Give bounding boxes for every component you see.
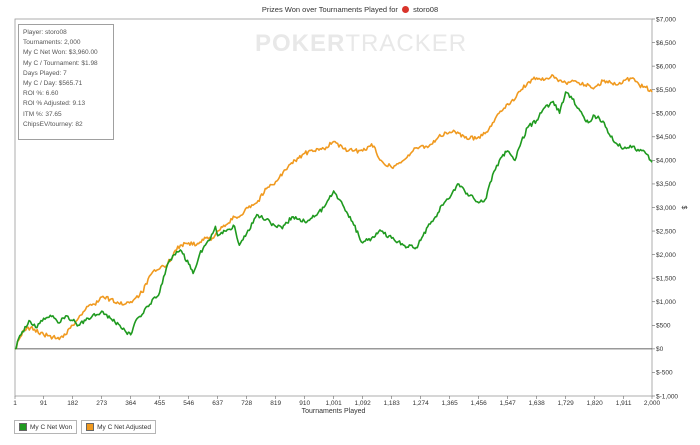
y-axis-title: $: [680, 206, 687, 210]
legend-swatch: [19, 423, 27, 431]
legend-item[interactable]: My C Net Won: [14, 420, 78, 434]
x-tick-label: 1,001: [326, 400, 343, 407]
stat-line: ROI % Adjusted: 9.13: [23, 100, 86, 108]
x-axis-title: Tournaments Played: [302, 408, 366, 415]
chart-title: Prizes Won over Tournaments Played for s…: [0, 5, 700, 14]
title-player: storo08: [413, 5, 439, 14]
x-tick-label: 2,000: [644, 400, 661, 407]
y-tick-label: $0: [656, 346, 664, 353]
x-tick-label: 182: [67, 400, 78, 407]
legend-label: My C Net Won: [30, 423, 73, 431]
y-tick-label: $5,500: [656, 87, 676, 94]
x-tick-label: 1,183: [384, 400, 401, 407]
stat-line: My C Net Won: $3,960.00: [23, 49, 98, 57]
stat-line: Days Played: 7: [23, 69, 67, 77]
y-tick-label: $6,500: [656, 40, 676, 47]
legend-swatch: [86, 423, 95, 431]
legend: My C Net Won My C Net Adjusted: [14, 420, 156, 434]
x-tick-label: 546: [183, 400, 194, 407]
x-tick-label: 1,274: [413, 400, 430, 407]
x-tick-label: 910: [299, 400, 310, 407]
x-tick-label: 1,092: [355, 400, 372, 407]
x-tick-label: 637: [212, 400, 223, 407]
y-tick-label: $1,500: [656, 275, 676, 282]
stats-box: Player: storo08 Tournaments: 2,000 My C Ne…: [18, 24, 114, 140]
y-tick-label: $6,000: [656, 63, 676, 70]
y-tick-label: $2,500: [656, 228, 676, 235]
y-tick-label: $-1,000: [656, 393, 678, 400]
legend-item[interactable]: My C Net Adjusted: [81, 420, 156, 434]
watermark-logo: POKERTRACKER: [255, 30, 467, 58]
x-tick-label: 364: [125, 400, 136, 407]
x-tick-label: 1: [13, 400, 17, 407]
y-tick-label: $3,500: [656, 181, 676, 188]
x-tick-label: 1,729: [558, 400, 575, 407]
series-line: [14, 91, 653, 350]
x-tick-label: 1,820: [587, 400, 604, 407]
x-tick-label: 1,365: [442, 400, 459, 407]
stat-line: Tournaments: 2,000: [23, 39, 81, 47]
legend-label: My C Net Adjusted: [97, 423, 151, 431]
y-tick-label: $1,000: [656, 299, 676, 306]
x-tick-label: 455: [154, 400, 165, 407]
x-tick-label: 1,638: [529, 400, 546, 407]
y-tick-label: $3,000: [656, 205, 676, 212]
watermark-light: TRACKER: [345, 30, 468, 57]
stat-line: ChipsEV/tourney: 82: [23, 120, 83, 128]
stat-line: Player: storo08: [23, 29, 67, 36]
y-tick-label: $4,000: [656, 158, 676, 165]
y-tick-label: $2,000: [656, 252, 676, 259]
stat-line: ROI %: 6.60: [23, 90, 59, 98]
y-tick-label: $5,000: [656, 111, 676, 118]
x-tick-label: 273: [96, 400, 107, 407]
pokertracker-logo-icon: [402, 6, 409, 13]
stat-line: ITM %: 37.65: [23, 110, 62, 118]
y-tick-label: $7,000: [656, 16, 676, 23]
watermark-bold: POKER: [255, 30, 346, 57]
x-tick-label: 1,911: [616, 400, 632, 407]
y-tick-label: $-500: [656, 370, 673, 377]
y-tick-label: $4,500: [656, 134, 676, 141]
x-tick-label: 819: [270, 400, 281, 407]
stat-line: My C / Day: $565.71: [23, 79, 83, 87]
stat-line: My C / Tournament: $1.98: [23, 59, 98, 67]
x-tick-label: 1,456: [471, 400, 488, 407]
series-line: [14, 74, 653, 350]
x-tick-label: 728: [241, 400, 252, 407]
x-tick-label: 1,547: [500, 400, 517, 407]
y-tick-label: $500: [656, 323, 671, 330]
title-prefix: Prizes Won over Tournaments Played for: [261, 5, 398, 14]
x-tick-label: 91: [40, 400, 48, 407]
